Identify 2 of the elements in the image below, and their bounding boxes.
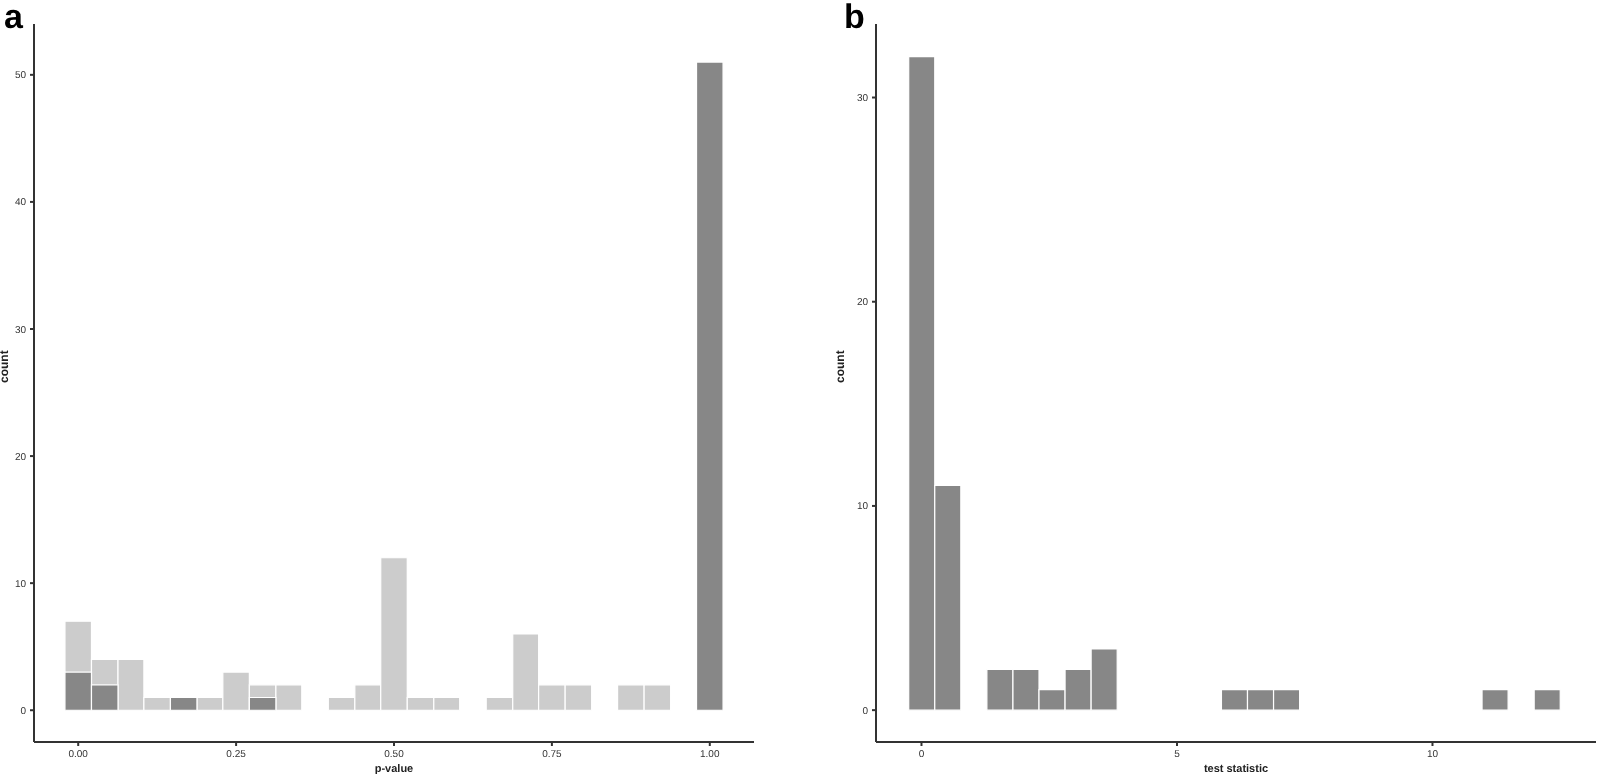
chart-title: b	[844, 0, 865, 36]
chart-title: a	[4, 0, 23, 36]
